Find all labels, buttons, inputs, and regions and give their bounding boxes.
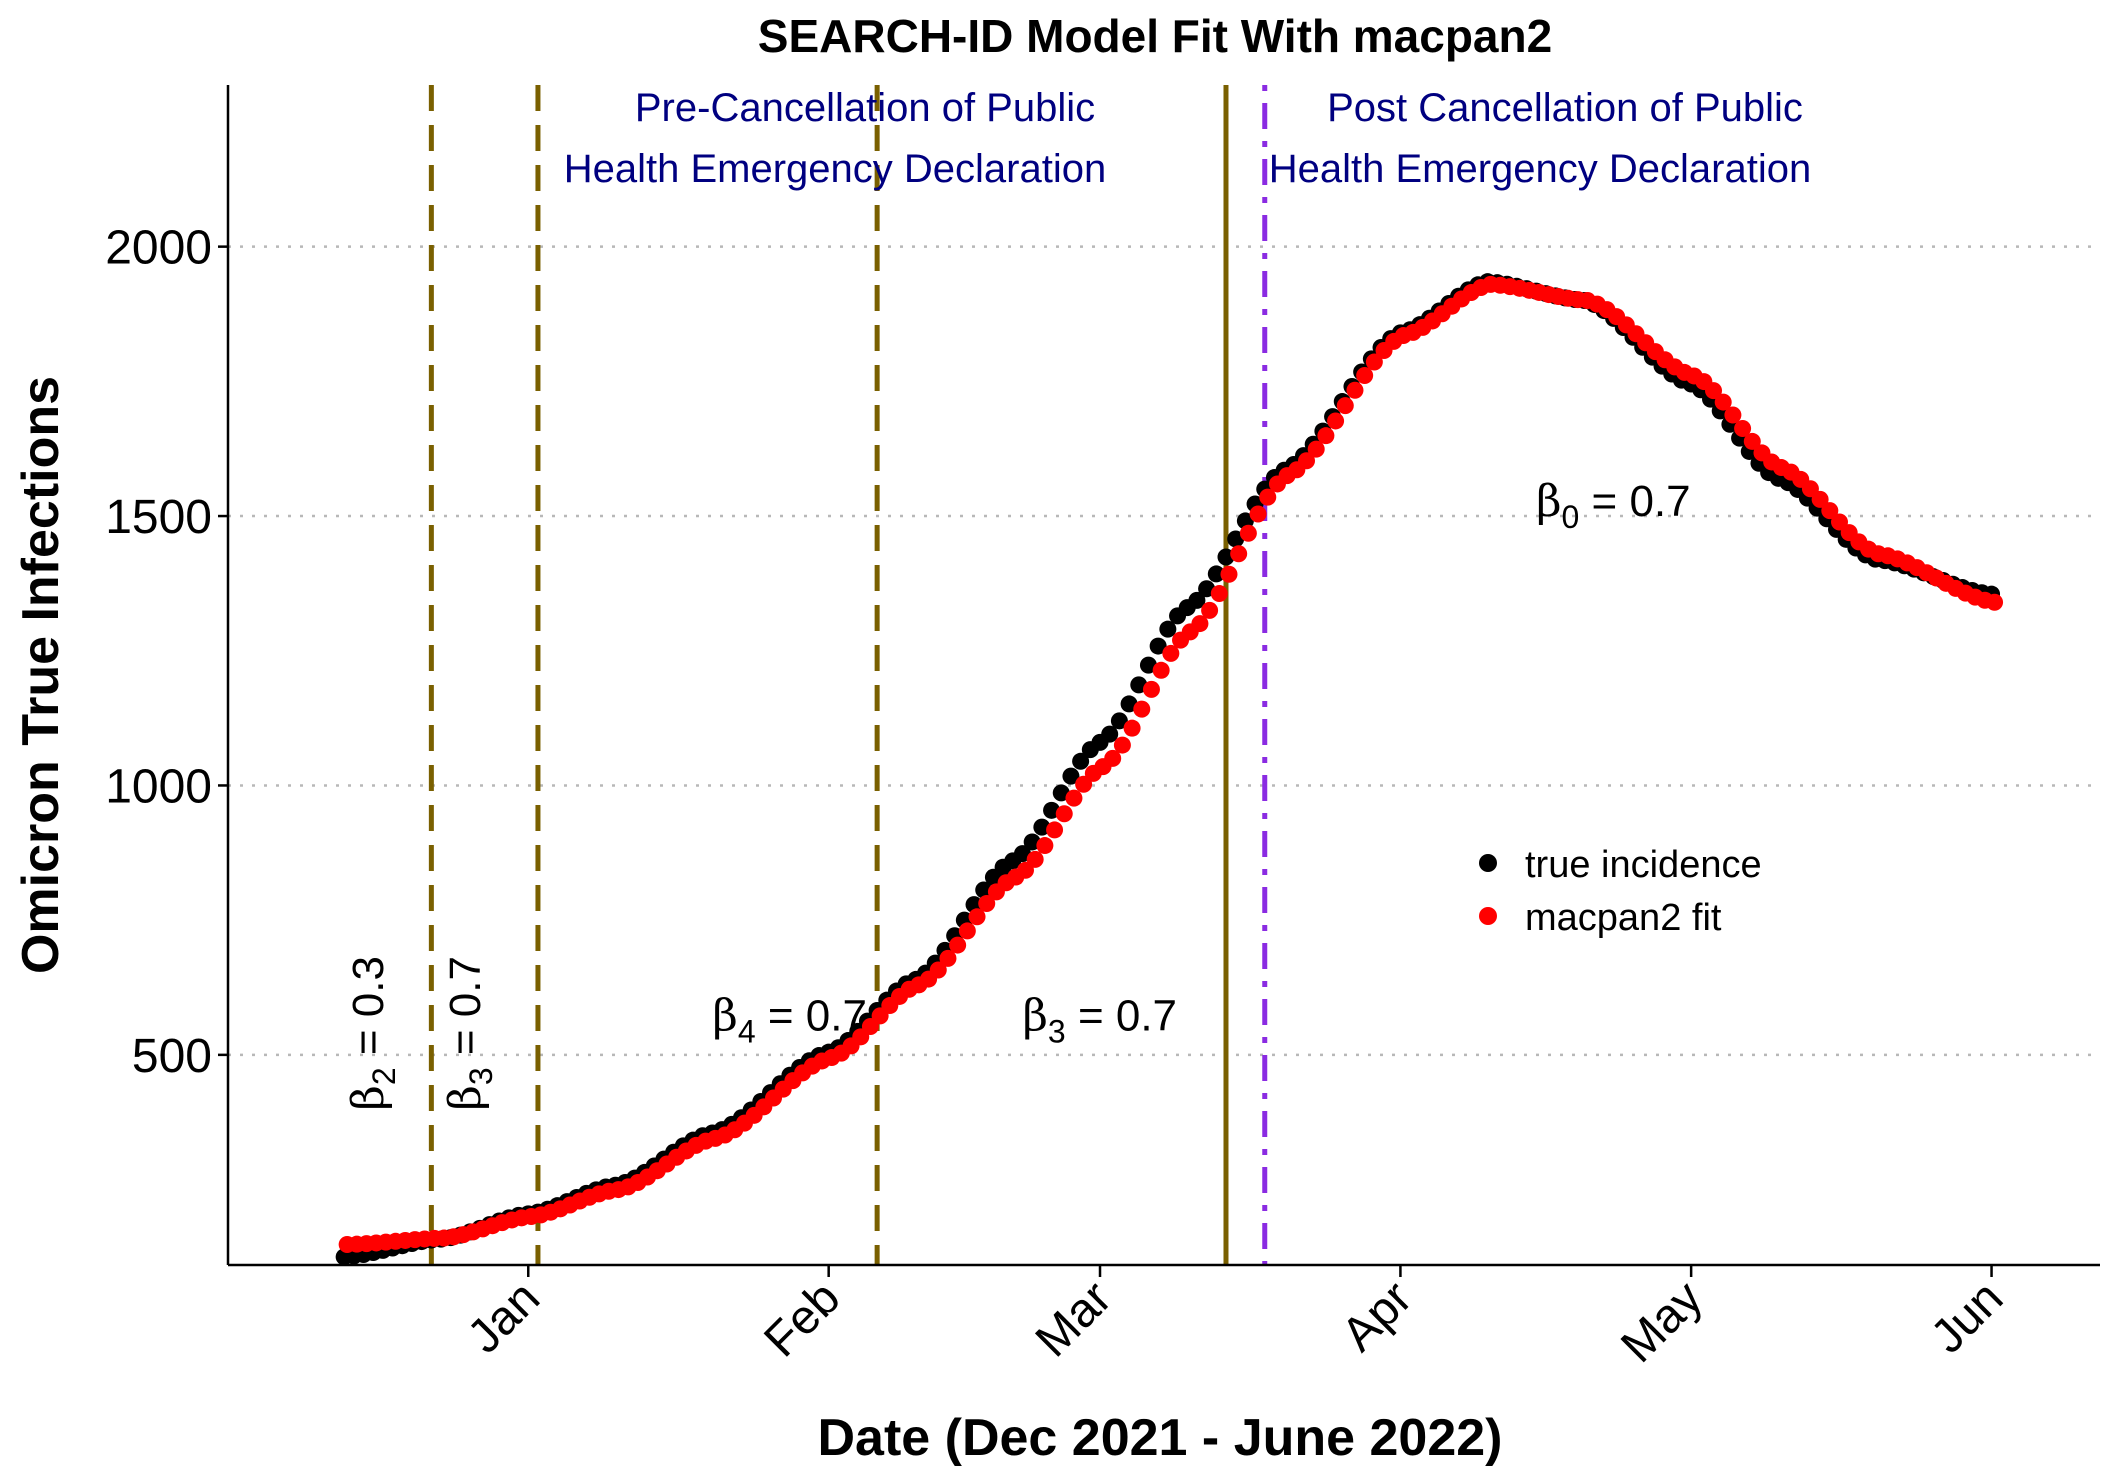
data-point-true-incidence xyxy=(1188,591,1206,609)
data-point-macpan2-fit xyxy=(1046,821,1064,839)
data-point-true-incidence xyxy=(1149,637,1167,655)
data-point-true-incidence xyxy=(1062,767,1080,785)
beta-labels: β2 = 0.3 β3 = 0.7 β4 = 0.7 β3 = 0.7 β0 = 0.7 xyxy=(343,476,1691,1111)
y-tick-label: 2000 xyxy=(105,222,212,275)
data-point-macpan2-fit xyxy=(1346,381,1364,399)
data-points xyxy=(335,273,2004,1266)
data-point-macpan2-fit xyxy=(1210,585,1228,603)
data-point-macpan2-fit xyxy=(1113,736,1131,754)
data-point-macpan2-fit xyxy=(1123,719,1141,737)
data-point-macpan2-fit xyxy=(1811,490,1829,508)
post-annotation-line1: Post Cancellation of Public xyxy=(1327,86,1803,130)
data-point-macpan2-fit xyxy=(1298,452,1316,470)
x-tick-label: Feb xyxy=(754,1271,850,1367)
data-point-macpan2-fit xyxy=(1142,680,1160,698)
x-tick-label: Apr xyxy=(1332,1271,1422,1361)
y-tick-label: 1500 xyxy=(105,491,212,544)
data-point-macpan2-fit xyxy=(1743,432,1761,450)
data-point-macpan2-fit xyxy=(968,908,986,926)
beta-label: β3 = 0.7 xyxy=(1022,991,1177,1050)
data-point-macpan2-fit xyxy=(978,894,996,912)
legend-label-true-incidence: true incidence xyxy=(1525,844,1762,886)
data-point-macpan2-fit xyxy=(1821,502,1839,520)
data-point-true-incidence xyxy=(1110,712,1128,730)
data-point-true-incidence xyxy=(1159,620,1177,638)
data-point-macpan2-fit xyxy=(1734,419,1752,437)
chart-title: SEARCH-ID Model Fit With macpan2 xyxy=(758,10,1552,62)
data-point-true-incidence xyxy=(1227,530,1245,548)
data-point-macpan2-fit xyxy=(1220,565,1238,583)
data-point-true-incidence xyxy=(1033,818,1051,836)
y-ticks: 500 1000 1500 2000 xyxy=(105,222,228,1083)
data-point-macpan2-fit xyxy=(1191,615,1209,633)
x-tick-label: Mar xyxy=(1026,1271,1122,1367)
data-point-macpan2-fit xyxy=(1201,601,1219,619)
data-point-macpan2-fit xyxy=(929,961,947,979)
data-point-macpan2-fit xyxy=(1036,837,1054,855)
data-point-macpan2-fit xyxy=(1065,789,1083,807)
annotation-pre: Pre-Cancellation of Public Health Emerge… xyxy=(564,86,1106,191)
data-point-macpan2-fit xyxy=(1249,505,1267,523)
data-point-macpan2-fit xyxy=(1986,593,2004,611)
x-axis-title: Date (Dec 2021 - June 2022) xyxy=(817,1409,1502,1467)
legend-marker-macpan2-fit xyxy=(1479,907,1497,925)
data-point-macpan2-fit xyxy=(958,922,976,940)
reference-lines xyxy=(428,85,1268,1265)
data-point-macpan2-fit xyxy=(1104,749,1122,767)
data-point-true-incidence xyxy=(1217,548,1235,566)
data-point-macpan2-fit xyxy=(1152,661,1170,679)
data-point-macpan2-fit xyxy=(1724,406,1742,424)
data-point-true-incidence xyxy=(975,881,993,899)
beta-label: β2 = 0.3 xyxy=(343,956,402,1111)
data-point-macpan2-fit xyxy=(1026,850,1044,868)
data-point-true-incidence xyxy=(1101,725,1119,743)
beta-label: β0 = 0.7 xyxy=(1536,476,1691,535)
y-tick-label: 500 xyxy=(132,1030,212,1083)
data-point-macpan2-fit xyxy=(1075,775,1093,793)
data-point-true-incidence xyxy=(1207,565,1225,583)
data-point-macpan2-fit xyxy=(1705,382,1723,400)
y-tick-label: 1000 xyxy=(105,760,212,813)
post-annotation-line2: Health Emergency Declaration xyxy=(1269,147,1811,191)
x-tick-label: Jun xyxy=(1921,1271,2013,1363)
axes xyxy=(226,85,2100,1267)
legend-marker-true-incidence xyxy=(1479,854,1497,872)
data-point-macpan2-fit xyxy=(1055,805,1073,823)
legend-label-macpan2-fit: macpan2 fit xyxy=(1525,897,1722,939)
x-ticks: Jan Feb Mar Apr May Jun xyxy=(458,1265,2013,1373)
data-point-macpan2-fit xyxy=(1307,440,1325,458)
data-point-macpan2-fit xyxy=(1162,644,1180,662)
data-point-macpan2-fit xyxy=(1356,366,1374,384)
data-point-macpan2-fit xyxy=(1230,545,1248,563)
data-point-macpan2-fit xyxy=(949,936,967,954)
data-point-true-incidence xyxy=(1072,752,1090,770)
data-point-macpan2-fit xyxy=(1336,397,1354,415)
annotation-post: Post Cancellation of Public Health Emerg… xyxy=(1269,86,1811,191)
beta-label: β4 = 0.7 xyxy=(712,991,867,1050)
data-point-macpan2-fit xyxy=(1365,353,1383,371)
data-point-macpan2-fit xyxy=(1133,700,1151,718)
y-axis-title: Omicron True Infections xyxy=(12,376,70,974)
legend: true incidence macpan2 fit xyxy=(1479,844,1762,939)
data-point-macpan2-fit xyxy=(1239,524,1257,542)
data-point-macpan2-fit xyxy=(1714,393,1732,411)
data-point-macpan2-fit xyxy=(1327,412,1345,430)
x-tick-label: Jan xyxy=(458,1271,550,1363)
data-point-macpan2-fit xyxy=(1259,488,1277,506)
data-point-macpan2-fit xyxy=(1016,861,1034,879)
beta-label: β3 = 0.7 xyxy=(440,956,499,1111)
data-point-macpan2-fit xyxy=(939,949,957,967)
pre-annotation-line1: Pre-Cancellation of Public xyxy=(635,86,1095,130)
data-point-true-incidence xyxy=(1013,845,1031,863)
x-tick-label: May xyxy=(1611,1271,1713,1373)
pre-annotation-line2: Health Emergency Declaration xyxy=(564,147,1106,191)
data-point-macpan2-fit xyxy=(1317,427,1335,445)
